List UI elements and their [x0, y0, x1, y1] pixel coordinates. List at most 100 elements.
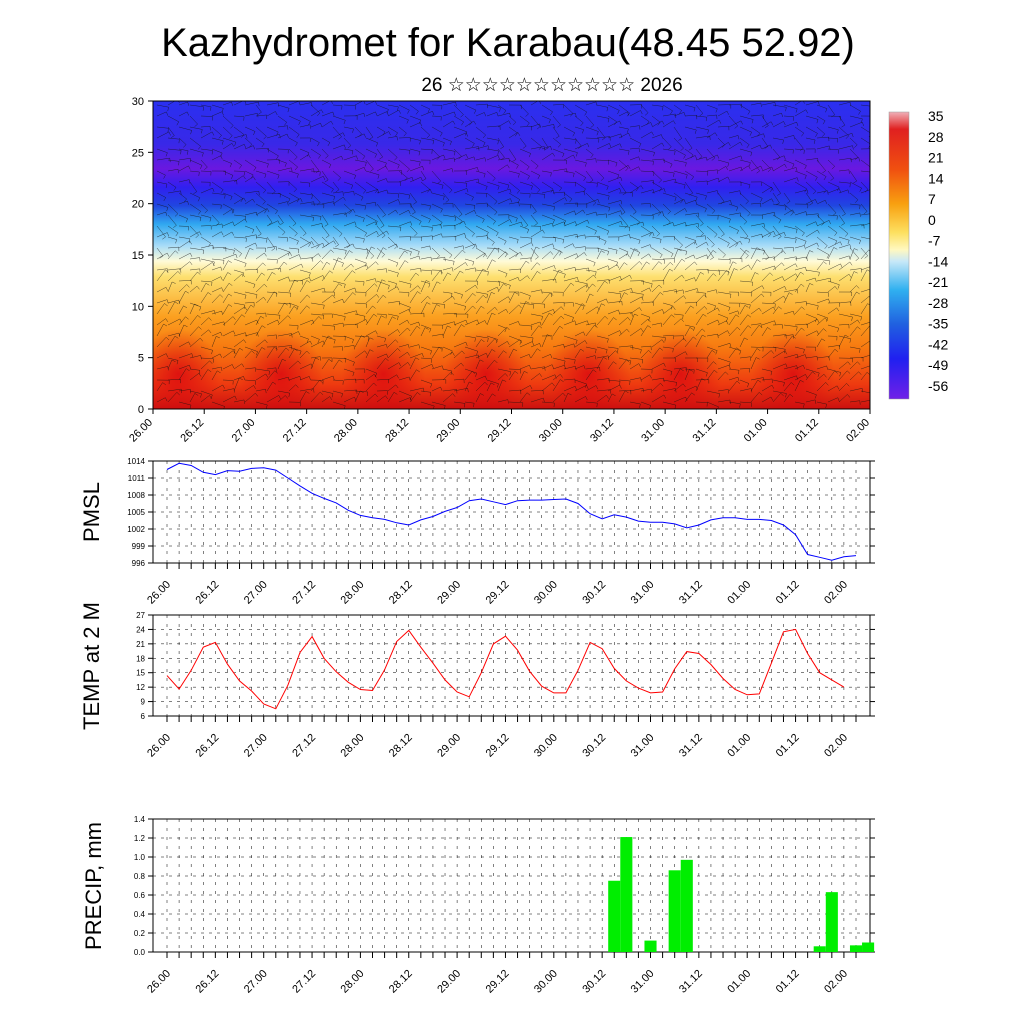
y-tick-label: 6: [141, 712, 146, 721]
y-tick-label: 25: [132, 147, 144, 159]
x-tick-label: 01.12: [774, 579, 802, 607]
precip-ylabel: PRECIP, mm: [81, 822, 106, 950]
y-tick-label: 1.4: [134, 815, 146, 824]
series-line: [166, 628, 845, 710]
x-tick-label: 26.12: [178, 417, 206, 445]
x-tick-label: 01.00: [725, 579, 753, 607]
y-tick-label: 30: [132, 96, 144, 108]
heatmap-x-axis: 26.00 26.12 27.00 27.12 28.00 28.12 29.00 29.12…: [127, 409, 872, 445]
x-tick-label: 29.12: [486, 417, 514, 445]
temp-panel: TEMP at 2 M 6 9 12 15 18 21 24 27 26.00 26.12 27.0…: [79, 602, 875, 760]
colorbar-label: 14: [928, 170, 944, 186]
pmsl-ylabel: PMSL: [79, 482, 104, 542]
y-tick-label: 999: [132, 542, 146, 551]
x-tick-label: 28.00: [332, 417, 360, 445]
colorbar-label: -7: [928, 233, 941, 249]
warm-region: [546, 329, 631, 409]
x-tick-label: 30.12: [580, 732, 608, 760]
precip-bar: [813, 946, 826, 952]
x-tick-label: 31.12: [677, 732, 705, 760]
colorbar-label: -56: [928, 378, 948, 394]
precip-bar: [644, 940, 657, 952]
colorbar-label: -14: [928, 253, 948, 269]
x-tick-label: 29.00: [434, 417, 462, 445]
x-tick-label: 27.00: [230, 417, 258, 445]
precip-bar: [620, 837, 633, 952]
x-tick-label: 30.12: [580, 968, 608, 996]
x-tick-label: 31.00: [629, 732, 657, 760]
x-tick-label: 29.00: [435, 579, 463, 607]
x-tick-label: 01.00: [742, 417, 770, 445]
y-tick-label: 5: [138, 353, 144, 365]
x-tick-label: 29.00: [435, 732, 463, 760]
y-tick-label: 20: [132, 199, 144, 211]
x-tick-label: 02.00: [822, 732, 850, 760]
warm-region: [239, 329, 324, 409]
x-tick-label: 27.12: [281, 417, 309, 445]
plot-frame: [152, 614, 871, 717]
x-tick-label: 28.12: [383, 417, 411, 445]
x-tick-label: 28.12: [387, 732, 415, 760]
y-tick-label: 1014: [127, 457, 145, 466]
x-tick-label: 27.12: [290, 579, 318, 607]
colorbar: [888, 111, 910, 400]
x-tick-label: 30.00: [532, 579, 560, 607]
x-tick-label: 31.12: [691, 417, 719, 445]
y-tick-label: 1.0: [134, 853, 146, 862]
x-tick-label: 29.12: [484, 579, 512, 607]
y-tick-label: 10: [132, 301, 144, 313]
temp-ylabel: TEMP at 2 M: [79, 602, 104, 730]
y-tick-label: 0: [138, 404, 144, 416]
y-tick-label: 18: [136, 654, 145, 663]
y-tick-label: 0.4: [134, 910, 146, 919]
x-tick-label: 02.00: [822, 968, 850, 996]
y-tick-label: 1002: [127, 525, 145, 534]
precip-bar: [668, 870, 681, 952]
x-tick-label: 27.00: [242, 732, 270, 760]
x-tick-label: 29.00: [435, 968, 463, 996]
precip-bar: [825, 892, 838, 952]
x-tick-label: 01.12: [774, 968, 802, 996]
y-tick-label: 12: [136, 683, 145, 692]
colorbar-label: 35: [928, 108, 944, 124]
series-line: [166, 462, 857, 561]
y-tick-label: 15: [136, 669, 145, 678]
x-tick-label: 26.00: [145, 732, 173, 760]
y-tick-label: 27: [136, 611, 145, 620]
x-tick-label: 31.00: [639, 417, 667, 445]
y-tick-label: 21: [136, 640, 145, 649]
precip-bar: [849, 945, 863, 952]
warm-region: [341, 329, 426, 409]
y-tick-label: 996: [132, 559, 146, 568]
x-tick-label: 30.00: [532, 732, 560, 760]
x-tick-label: 29.12: [484, 732, 512, 760]
x-tick-label: 26.12: [194, 968, 222, 996]
x-tick-label: 26.00: [127, 417, 155, 445]
colorbar-label: 28: [928, 129, 944, 145]
y-tick-label: 1005: [127, 508, 145, 517]
x-tick-label: 02.00: [822, 579, 850, 607]
precip-panel: PRECIP, mm 0.0 0.2 0.4 0.6 0.8 1.0 1.2 1.4 26.00…: [81, 815, 875, 996]
colorbar-label: -21: [928, 274, 948, 290]
x-tick-label: 26.00: [145, 968, 173, 996]
x-tick-label: 01.00: [725, 968, 753, 996]
x-tick-label: 30.00: [537, 417, 565, 445]
x-tick-label: 28.12: [387, 579, 415, 607]
y-tick-label: 0.0: [134, 948, 146, 957]
x-tick-label: 01.12: [793, 417, 821, 445]
y-tick-label: 0.2: [134, 929, 146, 938]
plot-frame: [152, 818, 871, 953]
x-tick-label: 27.00: [242, 968, 270, 996]
x-tick-label: 27.12: [290, 968, 318, 996]
colorbar-label: 7: [928, 191, 936, 207]
x-tick-label: 31.00: [629, 968, 657, 996]
y-tick-label: 1.2: [134, 834, 146, 843]
x-tick-label: 30.12: [588, 417, 616, 445]
x-tick-label: 26.12: [194, 732, 222, 760]
x-tick-label: 30.00: [532, 968, 560, 996]
x-tick-label: 26.12: [194, 579, 222, 607]
colorbar-label: -35: [928, 316, 948, 332]
y-tick-label: 1008: [127, 491, 145, 500]
colorbar-label: -28: [928, 295, 948, 311]
